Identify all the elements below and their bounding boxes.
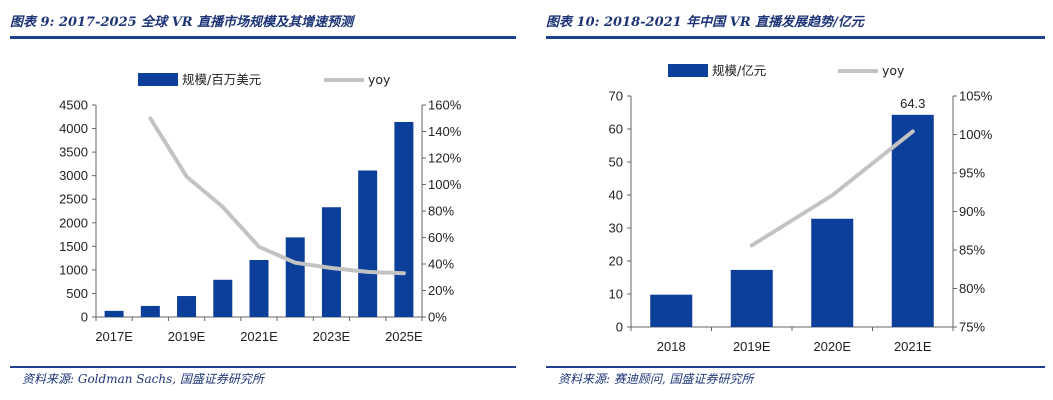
- x-axis-tick-label: 2021E: [240, 329, 278, 344]
- right-axis-tick-label: 85%: [959, 243, 985, 258]
- right-axis-tick-label: 75%: [959, 320, 985, 335]
- left-axis-tick-label: 10: [609, 287, 623, 302]
- right-axis-tick-label: 100%: [959, 127, 993, 142]
- x-axis-tick-label: 2023E: [313, 329, 351, 344]
- right-axis-tick-label: 20%: [428, 283, 454, 298]
- right-axis-tick-label: 90%: [959, 204, 985, 219]
- source-rule: [546, 366, 1045, 368]
- bar: [394, 121, 414, 318]
- bar: [177, 296, 197, 317]
- x-axis-tick-label: 2018: [657, 339, 686, 354]
- right-axis-tick-label: 140%: [428, 124, 462, 139]
- bar: [321, 207, 341, 317]
- legend-bar-label: 规模/百万美元: [182, 72, 261, 87]
- legend-line-label: yoy: [882, 63, 905, 78]
- left-axis-tick-label: 3000: [59, 168, 88, 183]
- title-rule: [10, 36, 516, 39]
- right-axis-tick-label: 80%: [959, 281, 985, 296]
- bar: [213, 279, 233, 317]
- left-axis-tick-label: 4500: [59, 98, 88, 113]
- left-axis-tick-label: 4000: [59, 121, 88, 136]
- x-axis-tick-label: 2021E: [894, 339, 932, 354]
- figure-9-chart: 规模/百万美元 yoy 0 500 1000 1500 2000 2500 3000 3500 40…: [59, 72, 462, 344]
- yoy-line: [749, 129, 915, 248]
- title-rule: [546, 36, 1045, 39]
- right-axis-tick-label: 105%: [959, 89, 993, 104]
- left-axis-tick-label: 0: [616, 320, 623, 335]
- legend-line-label: yoy: [368, 72, 391, 87]
- left-axis-tick-label: 500: [66, 286, 88, 301]
- x-axis-tick-label: 2025E: [385, 329, 423, 344]
- right-axis-tick-label: 40%: [428, 257, 454, 272]
- left-axis-tick-label: 30: [609, 221, 623, 236]
- right-axis-tick-label: 60%: [428, 230, 454, 245]
- legend-bar-swatch: [138, 73, 178, 86]
- bar: [730, 269, 773, 327]
- x-axis-tick-label: 2019E: [168, 329, 206, 344]
- left-axis-tick-label: 2000: [59, 215, 88, 230]
- figure-10-chart: 规模/亿元 yoy 0 10 20 30 40 50 60 70 75% 80% 85% 90% 95% 10…: [609, 63, 993, 354]
- left-axis-tick-label: 2500: [59, 192, 88, 207]
- bar: [811, 218, 854, 327]
- figure-title: 图表 10: 2018-2021 年中国 VR 直播发展趋势/亿元: [546, 15, 864, 30]
- left-axis-tick-label: 40: [609, 188, 623, 203]
- bar: [891, 114, 934, 327]
- figure-title: 图表 9: 2017-2025 全球 VR 直播市场规模及其增速预测: [10, 15, 354, 30]
- left-axis-tick-label: 70: [609, 89, 623, 104]
- left-axis-tick-label: 3500: [59, 145, 88, 160]
- yoy-line: [148, 116, 406, 276]
- bar: [140, 305, 160, 317]
- bar: [104, 310, 124, 317]
- bar: [249, 259, 269, 317]
- x-axis-tick-label: 2020E: [813, 339, 851, 354]
- legend-bar-label: 规模/亿元: [712, 63, 766, 78]
- right-axis-tick-label: 160%: [428, 98, 462, 113]
- source-rule: [10, 366, 516, 368]
- right-axis-tick-label: 0%: [428, 310, 447, 325]
- left-axis-tick-label: 60: [609, 122, 623, 137]
- legend-bar-swatch: [668, 64, 708, 77]
- bar: [285, 237, 305, 317]
- bar: [358, 170, 378, 317]
- figure-source: 资料来源: Goldman Sachs, 国盛证券研究所: [22, 372, 264, 386]
- x-axis-tick-label: 2019E: [733, 339, 771, 354]
- bar-data-label: 64.3: [900, 96, 925, 111]
- right-axis-tick-label: 80%: [428, 204, 454, 219]
- left-axis-tick-label: 50: [609, 155, 623, 170]
- right-axis-tick-label: 120%: [428, 151, 462, 166]
- left-axis-tick-label: 0: [81, 310, 88, 325]
- left-axis-tick-label: 20: [609, 254, 623, 269]
- x-axis-tick-label: 2017E: [95, 329, 133, 344]
- left-axis-tick-label: 1500: [59, 239, 88, 254]
- figure-10-panel: 图表 10: 2018-2021 年中国 VR 直播发展趋势/亿元 规模/亿元 y…: [536, 0, 1053, 400]
- left-axis-tick-label: 1000: [59, 262, 88, 277]
- right-axis-tick-label: 100%: [428, 177, 462, 192]
- figure-source: 资料来源: 赛迪顾问, 国盛证券研究所: [558, 372, 754, 386]
- figure-9-panel: 图表 9: 2017-2025 全球 VR 直播市场规模及其增速预测 规模/百万…: [0, 0, 524, 400]
- bar: [650, 294, 693, 327]
- right-axis-tick-label: 95%: [959, 166, 985, 181]
